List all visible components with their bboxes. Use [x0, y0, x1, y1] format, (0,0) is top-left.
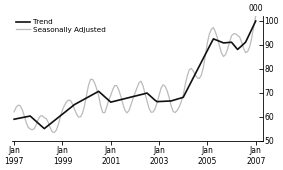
Legend: Trend, Seasonally Adjusted: Trend, Seasonally Adjusted	[14, 18, 108, 34]
Text: 000: 000	[248, 4, 263, 13]
